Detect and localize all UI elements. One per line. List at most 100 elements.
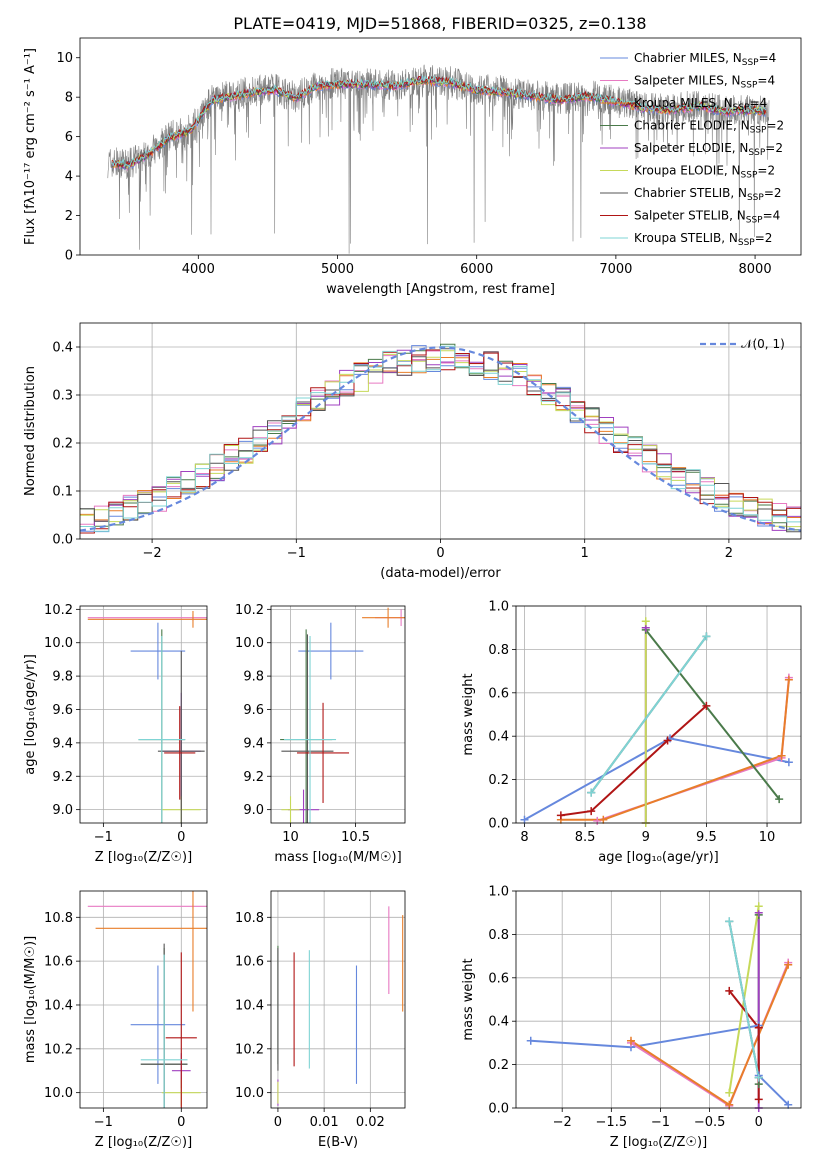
panel-mass_vs_Z: −1 0 10.0 10.2 10.4 10.6 10.8 Z [log₁₀(Z/Z☉)] ma… — [23, 890, 208, 1150]
x-tick-label: 0 — [436, 546, 444, 561]
y-tick-label: 10.0 — [44, 1086, 73, 1101]
weight-marker-7 — [702, 701, 711, 710]
plot-area — [80, 343, 801, 534]
axes-frame — [79, 890, 208, 1109]
weight-marker-7 — [663, 736, 672, 745]
x-tick-label: 6000 — [460, 262, 493, 277]
weight-line-8 — [728, 921, 760, 1078]
weight-marker-8 — [725, 917, 734, 926]
legend-nssp: N — [739, 141, 748, 155]
y-tick-label: 10.2 — [235, 1042, 264, 1057]
x-tick-label: 0.02 — [356, 1115, 385, 1130]
y-tick-label: 9.6 — [52, 703, 73, 718]
legend-nssp-sub: SSP — [741, 81, 758, 91]
x-tick-label: −2 — [143, 546, 162, 561]
x-tick-label: 9 — [642, 830, 650, 845]
weight-marker-5 — [754, 902, 763, 911]
y-tick-label: 0.2 — [488, 773, 509, 788]
weight-marker-8 — [587, 788, 596, 797]
plot-area — [524, 621, 790, 823]
y-tick-label: 9.8 — [243, 670, 264, 685]
y-tick-label: 10.2 — [235, 603, 264, 618]
legend-nssp-sub: SSP — [748, 148, 765, 158]
y-tick-label: 10.2 — [44, 1042, 73, 1057]
weight-line-3 — [645, 629, 780, 800]
legend-nssp-sub: SSP — [747, 193, 764, 203]
plot-area — [107, 64, 770, 254]
y-tick-label: 9.8 — [52, 670, 73, 685]
x-tick-label: 5000 — [321, 262, 354, 277]
x-axis-label: (data-model)/error — [380, 566, 501, 581]
weight-line-8 — [590, 635, 708, 794]
x-tick-label: 0 — [177, 1115, 185, 1130]
legend-label-4: Salpeter ELODIE, NSSP=2 — [634, 141, 783, 158]
axes-frame — [515, 890, 802, 1109]
y-tick-label: 0.4 — [488, 1015, 509, 1030]
legend-label-6: Chabrier STELIB, NSSP=2 — [634, 186, 782, 203]
figure-title: PLATE=0419, MJD=51868, FIBERID=0325, z=0… — [233, 14, 646, 33]
plot-area — [277, 906, 404, 1106]
legend-nssp-value: =2 — [766, 119, 784, 133]
legend-nssp: N — [732, 164, 741, 178]
y-tick-label: 4 — [65, 170, 73, 185]
legend-nssp-value: =2 — [755, 231, 773, 245]
y-tick-label: 1.0 — [488, 600, 509, 615]
x-tick-label: 0 — [274, 1115, 282, 1130]
legend-nssp: N — [741, 119, 750, 133]
y-tick-label: 0.2 — [52, 437, 73, 452]
legend-nssp-value: =4 — [759, 51, 777, 65]
y-tick-label: 9.0 — [243, 803, 264, 818]
axes-frame — [270, 605, 406, 824]
y-tick-label: 0.0 — [488, 1102, 509, 1117]
y-tick-label: 10.4 — [44, 998, 73, 1013]
y-tick-label: 10.8 — [235, 911, 264, 926]
legend-label-3: Chabrier ELODIE, NSSP=2 — [634, 119, 784, 136]
x-tick-label: 4000 — [182, 262, 215, 277]
panel-weight_vs_Z: −2 −1.5 −1 −0.5 0 0.0 0.2 0.4 0.6 0.8 1.0 Z [log₁₀(… — [461, 885, 802, 1150]
legend-label-1: Salpeter MILES, NSSP=4 — [634, 74, 775, 91]
x-tick-label: −1 — [94, 1115, 113, 1130]
panel-mass_vs_ebv: 0 0.01 0.02 10.0 10.2 10.4 10.6 10.8 E(B-V) — [235, 890, 406, 1150]
legend-nssp-value: =2 — [764, 186, 782, 200]
y-tick-label: 10.2 — [44, 603, 73, 618]
legend-nssp-sub: SSP — [741, 171, 758, 181]
x-tick-label: 0 — [177, 830, 185, 845]
legend-label-5: Kroupa ELODIE, NSSP=2 — [634, 164, 775, 181]
legend-nssp-sub: SSP — [738, 238, 755, 248]
weight-line-1 — [596, 677, 790, 822]
x-tick-label: 10.5 — [341, 830, 370, 845]
y-tick-label: 10.0 — [235, 636, 264, 651]
y-tick-label: 10 — [56, 51, 73, 66]
x-axis-label: Z [log₁₀(Z/Z☉)] — [95, 1135, 192, 1150]
legend-nssp-sub: SSP — [746, 216, 763, 226]
legend-label-0: Chabrier MILES, NSSP=4 — [634, 51, 776, 68]
y-tick-label: 0.0 — [488, 817, 509, 832]
legend-nssp-sub: SSP — [733, 103, 750, 113]
y-tick-label: 0.3 — [52, 389, 73, 404]
x-axis-label: Z [log₁₀(Z/Z☉)] — [610, 1135, 707, 1150]
legend-nssp-value: =4 — [763, 209, 781, 223]
legend-nssp-value: =2 — [765, 141, 783, 155]
y-tick-label: 10.0 — [235, 1086, 264, 1101]
legend-nssp-value: =2 — [757, 164, 775, 178]
axes-frame — [270, 890, 406, 1109]
x-axis-label: mass [log₁₀(M/M☉)] — [274, 850, 401, 865]
x-tick-label: −1 — [651, 1115, 670, 1130]
axes-frame — [79, 605, 208, 824]
histogram-step-8 — [80, 345, 801, 532]
plot-area — [530, 906, 790, 1108]
y-tick-label: 8 — [65, 91, 73, 106]
panel-age_vs_mass: 10 10.5 9.0 9.2 9.4 9.6 9.8 10.0 10.2 mass [log₁₀… — [235, 603, 406, 865]
weight-marker-0 — [784, 758, 793, 767]
legend-nssp: N — [737, 209, 746, 223]
y-tick-label: 10.0 — [44, 636, 73, 651]
y-tick-label: 0.1 — [52, 485, 73, 500]
weight-marker-7 — [725, 986, 734, 995]
weight-marker-2 — [784, 960, 793, 969]
y-tick-label: 9.2 — [52, 770, 73, 785]
y-axis-label: mass [log₁₀(M/M☉)] — [23, 936, 38, 1063]
y-tick-label: 0.8 — [488, 643, 509, 658]
weight-marker-2 — [725, 1100, 734, 1109]
y-axis-label: mass weight — [461, 958, 476, 1040]
weight-marker-8 — [754, 1073, 763, 1082]
